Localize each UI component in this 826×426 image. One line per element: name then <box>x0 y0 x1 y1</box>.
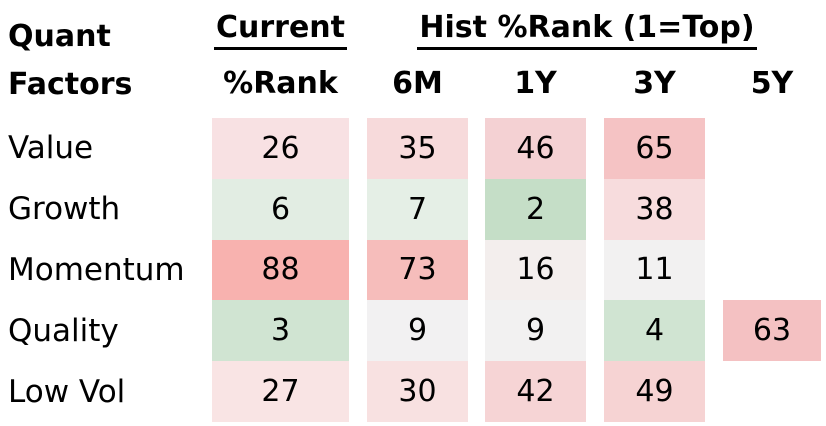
row-label-momentum: Momentum <box>8 251 185 288</box>
heatmap-cell-value--rank: 26 <box>212 118 349 179</box>
heatmap-cell-quality-1y: 9 <box>485 300 586 362</box>
heatmap-cell-value-1y: 46 <box>485 118 586 179</box>
group-header-hist-rank: Hist %Rank (1=Top) <box>413 9 761 50</box>
heatmap-cell-quality-3y: 4 <box>604 300 705 362</box>
heatmap-cell-value-6m: 35 <box>367 118 468 179</box>
column-header-5y: 5Y <box>750 66 794 101</box>
heatmap-cell-value-3y: 65 <box>604 118 705 179</box>
group-header-hist-rank-label: Hist %Rank (1=Top) <box>417 9 757 50</box>
row-label-growth: Growth <box>8 191 121 228</box>
heatmap-cell-momentum-3y: 11 <box>604 239 705 301</box>
heatmap-cell-low-vol-1y: 42 <box>485 361 586 422</box>
column-header-6m: 6M <box>392 66 443 101</box>
row-label-quality: Quality <box>8 312 119 349</box>
heatmap-cell-growth--rank: 6 <box>212 178 349 240</box>
row-label-low-vol: Low Vol <box>8 373 126 410</box>
heatmap-cell-momentum--rank: 88 <box>212 239 349 301</box>
heatmap-cell-quality-6m: 9 <box>367 300 468 362</box>
heatmap-cell-low-vol-3y: 49 <box>604 361 705 422</box>
row-group-title-line2: Factors <box>8 67 133 102</box>
group-header-current-label: Current <box>213 9 347 50</box>
row-label-value: Value <box>8 130 94 167</box>
column-header--rank: %Rank <box>223 66 338 101</box>
row-group-title: Quant Factors <box>8 13 132 109</box>
heatmap-cell-momentum-1y: 16 <box>485 239 586 301</box>
row-group-title-line1: Quant <box>8 19 111 54</box>
heatmap-cell-low-vol--rank: 27 <box>212 361 349 422</box>
heatmap-cell-quality--rank: 3 <box>212 300 349 362</box>
column-header-3y: 3Y <box>633 66 676 101</box>
group-header-current: Current <box>212 9 349 50</box>
heatmap-cell-growth-6m: 7 <box>367 178 468 240</box>
heatmap-cell-growth-3y: 38 <box>604 178 705 240</box>
heatmap-cell-quality-5y: 63 <box>723 300 821 362</box>
heatmap-cell-growth-1y: 2 <box>485 178 586 240</box>
column-header-1y: 1Y <box>514 66 557 101</box>
heatmap-cell-low-vol-6m: 30 <box>367 361 468 422</box>
heatmap-cell-momentum-6m: 73 <box>367 239 468 301</box>
